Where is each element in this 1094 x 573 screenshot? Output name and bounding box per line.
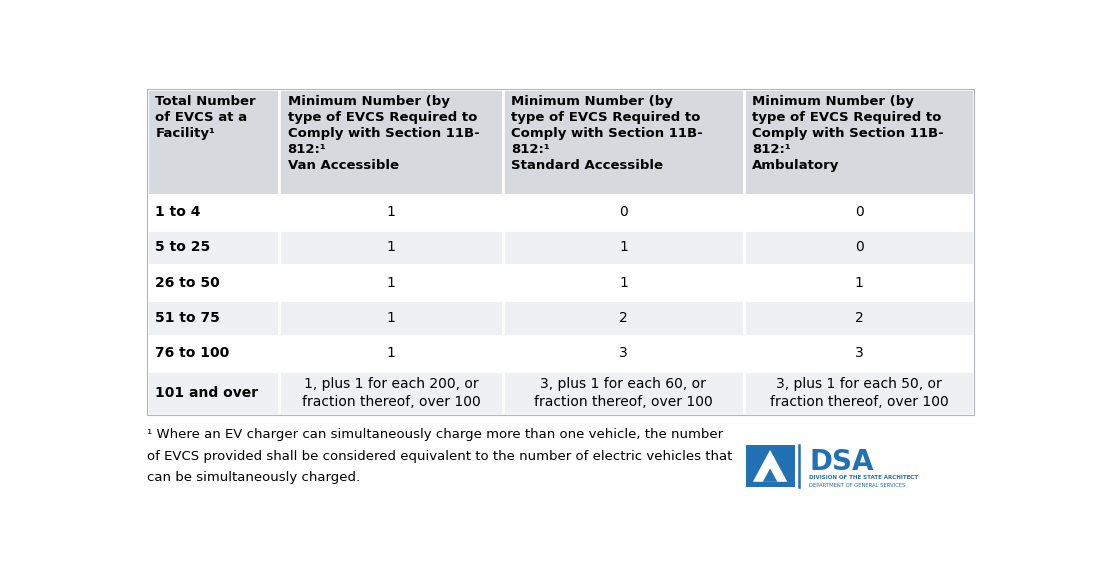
Text: 3, plus 1 for each 60, or
fraction thereof, over 100: 3, plus 1 for each 60, or fraction there… [534,378,713,409]
Text: 0: 0 [854,205,863,219]
Text: 1: 1 [386,311,396,325]
Polygon shape [753,450,788,482]
Text: 3: 3 [854,346,863,360]
FancyBboxPatch shape [279,89,503,194]
Text: 3, plus 1 for each 50, or
fraction thereof, over 100: 3, plus 1 for each 50, or fraction there… [770,378,948,409]
FancyBboxPatch shape [744,300,975,336]
Text: 1 to 4: 1 to 4 [155,205,201,219]
Text: 0: 0 [619,205,628,219]
FancyBboxPatch shape [503,300,744,336]
Text: Minimum Number (by
type of EVCS Required to
Comply with Section 11B-
812:¹
Van A: Minimum Number (by type of EVCS Required… [288,95,479,172]
Text: 1, plus 1 for each 200, or
fraction thereof, over 100: 1, plus 1 for each 200, or fraction ther… [302,378,480,409]
Text: 26 to 50: 26 to 50 [155,276,220,290]
FancyBboxPatch shape [147,265,279,300]
Text: Total Number
of EVCS at a
Facility¹: Total Number of EVCS at a Facility¹ [155,95,256,140]
Text: 1: 1 [854,276,863,290]
FancyBboxPatch shape [503,336,744,371]
Text: DEPARTMENT OF GENERAL SERVICES: DEPARTMENT OF GENERAL SERVICES [810,484,906,488]
Polygon shape [763,468,778,482]
Text: ¹ Where an EV charger can simultaneously charge more than one vehicle, the numbe: ¹ Where an EV charger can simultaneously… [147,429,723,441]
FancyBboxPatch shape [279,300,503,336]
Text: 1: 1 [386,241,396,254]
FancyBboxPatch shape [744,230,975,265]
FancyBboxPatch shape [503,265,744,300]
Text: 1: 1 [619,241,628,254]
Text: can be simultaneously charged.: can be simultaneously charged. [147,470,360,484]
FancyBboxPatch shape [147,300,279,336]
FancyBboxPatch shape [279,230,503,265]
Text: 0: 0 [854,241,863,254]
Text: 2: 2 [619,311,628,325]
Text: 1: 1 [386,346,396,360]
FancyBboxPatch shape [147,336,279,371]
Text: of EVCS provided shall be considered equivalent to the number of electric vehicl: of EVCS provided shall be considered equ… [147,450,732,462]
Text: Minimum Number (by
type of EVCS Required to
Comply with Section 11B-
812:¹
Ambul: Minimum Number (by type of EVCS Required… [753,95,944,172]
FancyBboxPatch shape [147,371,279,415]
FancyBboxPatch shape [279,336,503,371]
Text: 3: 3 [619,346,628,360]
FancyBboxPatch shape [147,89,279,194]
Text: Minimum Number (by
type of EVCS Required to
Comply with Section 11B-
812:¹
Stand: Minimum Number (by type of EVCS Required… [512,95,703,172]
Text: DSA: DSA [810,449,874,477]
Text: 101 and over: 101 and over [155,386,258,400]
FancyBboxPatch shape [147,230,279,265]
FancyBboxPatch shape [744,265,975,300]
Text: 51 to 75: 51 to 75 [155,311,220,325]
Text: 5 to 25: 5 to 25 [155,241,211,254]
FancyBboxPatch shape [279,194,503,230]
FancyBboxPatch shape [744,194,975,230]
FancyBboxPatch shape [744,336,975,371]
Text: 1: 1 [386,276,396,290]
Bar [745,445,794,487]
FancyBboxPatch shape [279,371,503,415]
Text: 76 to 100: 76 to 100 [155,346,230,360]
Text: DIVISION OF THE STATE ARCHITECT: DIVISION OF THE STATE ARCHITECT [810,475,918,480]
FancyBboxPatch shape [503,89,744,194]
Bar [147,89,975,415]
Text: 2: 2 [854,311,863,325]
FancyBboxPatch shape [503,230,744,265]
Text: 1: 1 [619,276,628,290]
FancyBboxPatch shape [279,265,503,300]
FancyBboxPatch shape [503,194,744,230]
FancyBboxPatch shape [744,89,975,194]
FancyBboxPatch shape [503,371,744,415]
Text: 1: 1 [386,205,396,219]
FancyBboxPatch shape [147,194,279,230]
FancyBboxPatch shape [744,371,975,415]
